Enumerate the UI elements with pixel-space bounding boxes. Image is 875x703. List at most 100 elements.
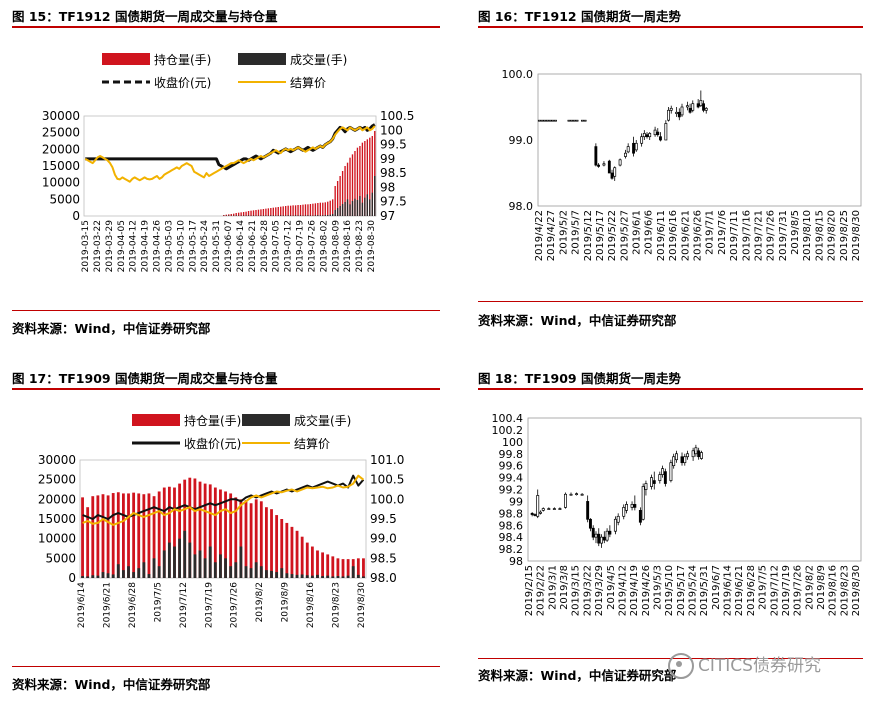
oi-bar <box>317 203 319 216</box>
oi-bar <box>336 558 340 578</box>
candle-body <box>699 100 703 107</box>
oi-bar <box>127 493 130 578</box>
x-tick-label: 2019/6/21 <box>734 565 745 616</box>
x-tick-label: 2019/7/5 <box>758 565 769 610</box>
oi-bar <box>122 493 125 578</box>
oi-bar <box>203 483 207 578</box>
oi-bar <box>152 496 156 578</box>
oi-bar <box>336 181 339 216</box>
legend-label-vol: 成交量(手) <box>294 413 351 428</box>
oi-bar <box>364 141 366 216</box>
oi-bar <box>354 151 356 216</box>
x-tick-label: 2019-03-29 <box>105 220 115 273</box>
oi-bar <box>213 487 217 578</box>
oi-bar <box>223 215 225 216</box>
volume-bar <box>346 199 349 216</box>
watermark: CITICS债券研究 <box>668 651 821 679</box>
x-tick-label: 2019/6/21 <box>680 210 691 261</box>
oi-bar <box>234 497 238 578</box>
x-tick-label: 2019-08-09 <box>331 220 341 273</box>
oi-bar <box>252 210 255 216</box>
candle-body <box>669 462 673 481</box>
oi-bar <box>324 202 326 216</box>
volume-bar <box>332 214 334 216</box>
oi-bar <box>321 552 324 578</box>
volume-bar <box>265 570 268 578</box>
x-tick-label: 2019/4/22 <box>534 210 545 261</box>
source-note: 资料来源：Wind，中信证券研究部 <box>12 677 211 692</box>
candle-body <box>680 106 684 116</box>
volume-bar <box>157 566 161 578</box>
y-tick-label: 20000 <box>38 492 76 506</box>
candle-body <box>572 119 576 122</box>
y2-tick-label: 99.5 <box>370 512 397 526</box>
volume-bar <box>96 575 100 578</box>
oi-bar <box>362 558 365 578</box>
candle-body <box>645 134 649 138</box>
candle-body <box>648 133 652 138</box>
volume-bar <box>203 558 207 578</box>
source-note: 资料来源：Wind，中信证券研究部 <box>12 321 211 336</box>
x-tick-label: 2019-08-30 <box>367 220 377 273</box>
candle-body <box>597 164 600 167</box>
candle-body <box>680 456 684 464</box>
y-tick-label: 98.0 <box>509 200 534 213</box>
x-tick-label: 2019/4/19 <box>629 565 640 616</box>
oi-bar <box>239 499 243 578</box>
volume-bar <box>346 575 350 578</box>
volume-bar <box>351 201 354 216</box>
oi-bar <box>96 495 100 578</box>
oi-bar <box>137 493 141 578</box>
oi-bar <box>332 199 334 216</box>
legend-swatch-oi <box>102 53 150 65</box>
volume-bar <box>285 573 289 578</box>
oi-bar <box>208 484 212 578</box>
y-tick-label: 99.2 <box>499 484 524 497</box>
volume-bar <box>162 550 166 578</box>
plot-area <box>527 417 862 562</box>
volume-bar <box>127 566 130 578</box>
x-tick-label: 2019/7/26 <box>793 565 804 616</box>
x-tick-label: 2019/3/29 <box>594 565 605 616</box>
candle-body <box>575 493 579 496</box>
x-tick-label: 2019/8/9 <box>816 565 827 610</box>
x-tick-label: 2019/3/22 <box>582 565 593 616</box>
candle-body <box>686 453 690 458</box>
candle-body <box>536 495 540 517</box>
candle-body <box>667 109 670 121</box>
candle-body <box>685 105 689 108</box>
oi-bar <box>81 497 84 578</box>
candle-body <box>610 172 614 179</box>
volume-bar <box>122 570 125 578</box>
oi-bar <box>262 209 265 216</box>
oi-bar <box>228 214 230 216</box>
legend-label-oi: 持仓量(手) <box>154 52 211 67</box>
volume-bar <box>280 568 284 578</box>
legend-swatch-vol <box>242 414 290 426</box>
candle-body <box>624 152 627 157</box>
volume-bar <box>224 558 227 578</box>
x-tick-label: 2019/7/26 <box>230 582 240 628</box>
candle-body <box>669 107 673 111</box>
x-tick-label: 2019/3/15 <box>571 565 582 616</box>
volume-bar <box>369 199 371 216</box>
y2-tick-label: 98.5 <box>380 166 407 180</box>
oi-bar <box>250 210 252 216</box>
y-tick-label: 10000 <box>42 176 80 190</box>
x-tick-label: 2019/6/26 <box>693 210 704 261</box>
x-tick-label: 2019/7/6 <box>717 210 728 255</box>
volume-bar <box>235 215 237 216</box>
y2-tick-label: 100.5 <box>370 473 404 487</box>
watermark-text: CITICS债券研究 <box>698 656 821 676</box>
legend-label-settle: 结算价 <box>290 75 326 90</box>
x-tick-label: 2019/3/1 <box>547 565 558 610</box>
candle-body <box>652 480 656 484</box>
volume-bar <box>326 575 330 578</box>
volume-bar <box>371 192 373 216</box>
candle-body <box>664 123 668 141</box>
y-tick-label: 99.4 <box>499 472 524 485</box>
legend-label-close: 收盘价(元) <box>154 75 211 90</box>
volume-bar <box>354 198 356 216</box>
x-tick-label: 2019/7/31 <box>778 210 789 261</box>
